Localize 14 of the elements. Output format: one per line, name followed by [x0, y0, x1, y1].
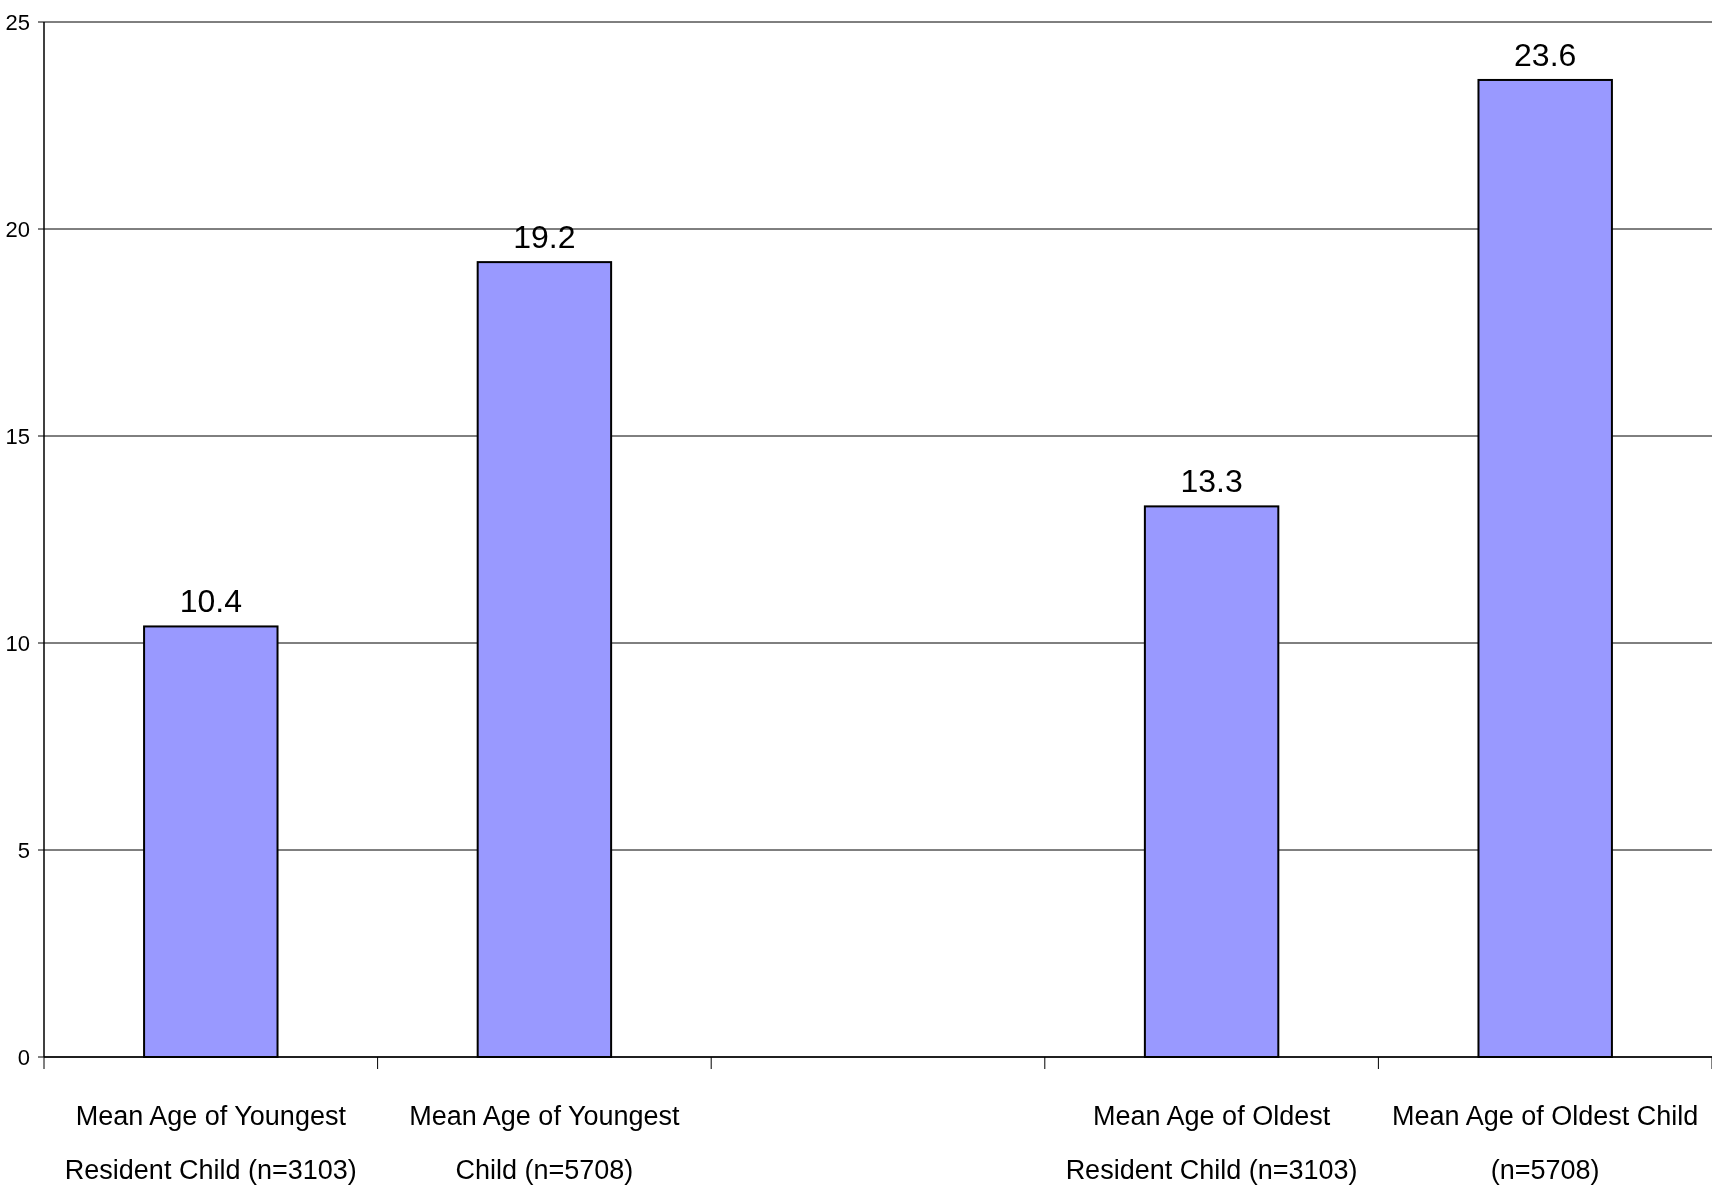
data-label: 10.4: [179, 583, 242, 620]
data-label: 23.6: [1514, 36, 1577, 73]
y-tick-label: 25: [5, 9, 30, 35]
y-tick-label: 15: [5, 423, 30, 449]
x-tick-label: Mean Age of Youngest Resident Child (n=3103): [64, 1101, 357, 1185]
x-tick-label: Mean Age of Oldest Child (n=5708): [1392, 1101, 1699, 1185]
data-label: 13.3: [1180, 463, 1243, 500]
y-tick-label: 10: [5, 630, 30, 656]
x-tick-label: Mean Age of Youngest Child (n=5708): [409, 1101, 681, 1185]
y-tick-label: 0: [17, 1044, 30, 1070]
data-label: 19.2: [513, 219, 576, 256]
y-tick-label: 20: [5, 216, 30, 242]
y-tick-label: 5: [17, 837, 30, 863]
x-tick-label: Mean Age of Oldest Resident Child (n=3103): [1065, 1101, 1358, 1185]
